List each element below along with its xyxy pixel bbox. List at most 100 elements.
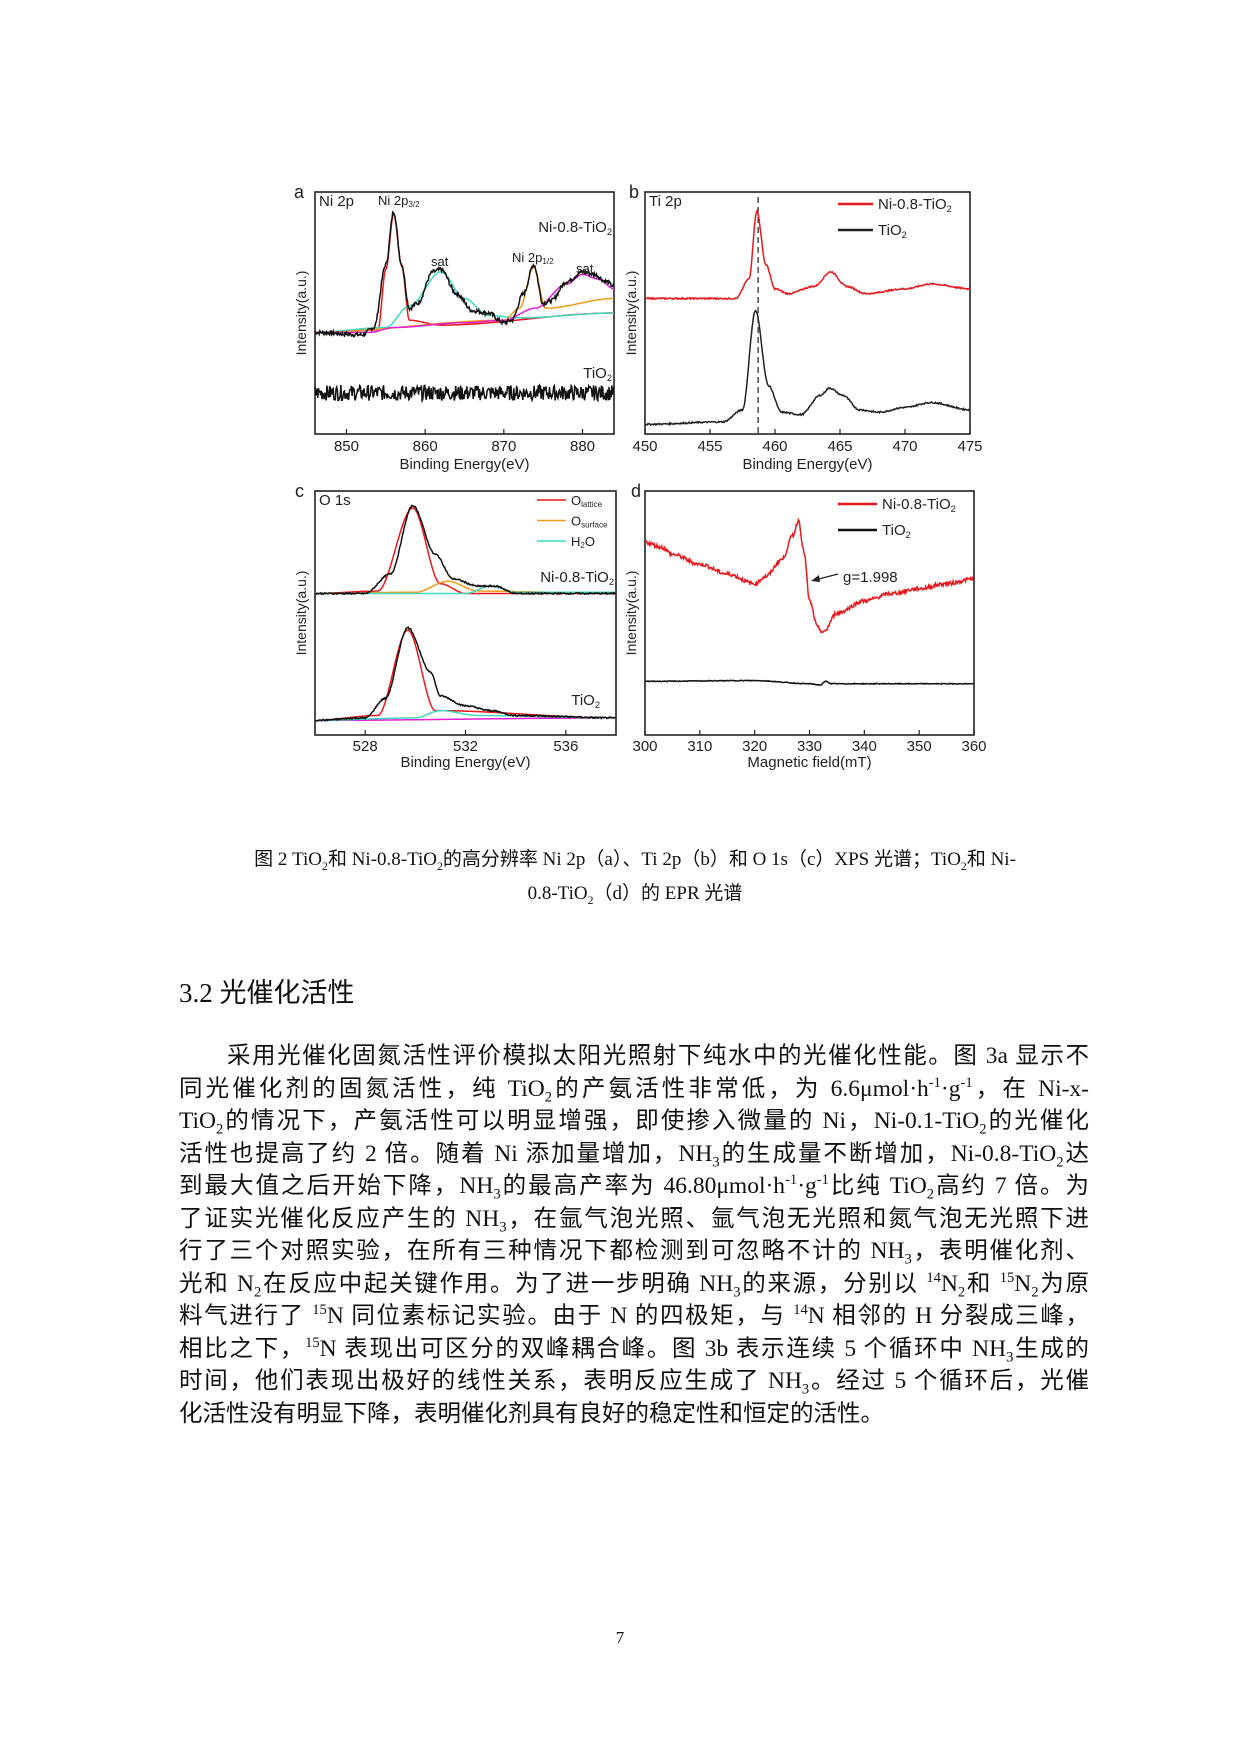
text-run: 时间，他们表现出极好的线性关系，表明反应生成了 NH <box>179 1368 802 1394</box>
text-run: sat <box>576 261 594 276</box>
text-run: 为原 <box>1038 1270 1089 1297</box>
text-line: 化活性没有明显下降，表明催化剂具有良好的稳定性和恒定的活性。 <box>179 1398 1089 1431</box>
annotation-label: TiO2 <box>583 365 612 383</box>
text-run: Ni 2p <box>378 193 408 208</box>
panel-letter-c: c <box>295 481 304 501</box>
annotation-label: sat <box>576 261 594 276</box>
series-line-d-0 <box>644 517 975 634</box>
text-run: g=1.998 <box>843 569 898 586</box>
annotation-label: TiO2 <box>571 692 600 710</box>
text-run: O <box>571 493 581 508</box>
subscript: 2 <box>902 230 907 240</box>
series-line-c-3 <box>314 504 616 596</box>
x-tick-label: 330 <box>797 738 822 755</box>
subscript: 2 <box>587 893 594 907</box>
legend-label: H2O <box>571 534 595 550</box>
subscript: 3 <box>733 1284 741 1301</box>
text-run: 料气进行了 <box>179 1303 313 1329</box>
subscript: 2 <box>1056 1154 1064 1171</box>
x-tick-label: 536 <box>553 738 578 755</box>
series-line-b-0 <box>644 209 971 301</box>
x-tick-label: 470 <box>892 438 917 455</box>
y-axis-label: Intensity(a.u.) <box>623 271 639 356</box>
x-tick-label: 860 <box>413 438 438 455</box>
text-line: TiO2的情况下，产氨活性可以明显增强，即使掺入微量的 Ni，Ni-0.1-Ti… <box>179 1105 1089 1138</box>
x-tick-label: 880 <box>570 438 595 455</box>
subscript: 3 <box>1006 1349 1014 1366</box>
superscript: 15 <box>305 1334 320 1351</box>
text-line: 采用光催化固氮活性评价模拟太阳光照射下纯水中的光催化性能。图 3a 显示不 <box>179 1040 1089 1073</box>
subscript: 2 <box>1031 1284 1039 1301</box>
subscript: 2 <box>957 1284 966 1301</box>
text-run: 生成的 <box>1013 1335 1090 1362</box>
text-run: 比纯 TiO <box>828 1173 927 1199</box>
text-run: 行了三个对照实验，在所有三种情况下都检测到可忽略不计的 NH <box>179 1238 905 1264</box>
text-run: O <box>571 514 581 529</box>
subscript: 2 <box>607 227 612 237</box>
text-run: ·g <box>797 1173 817 1199</box>
text-run: 的产氨活性非常低，为 6.6μmol·h <box>552 1075 929 1102</box>
text-line: 光和 N2在反应中起关键作用。为了进一步明确 NH3的来源，分别以 14N2和 … <box>179 1268 1089 1301</box>
x-tick-label: 532 <box>453 738 478 755</box>
legend-label: TiO2 <box>878 222 907 240</box>
text-run: 达 <box>1063 1140 1089 1167</box>
subscript: 3 <box>493 1186 501 1203</box>
series-line-a-2 <box>315 266 614 334</box>
text-line: 到最大值之后开始下降，NH3的最高产率为 46.80μmol·h-1·g-1比纯… <box>179 1170 1089 1203</box>
text-run: N <box>1014 1270 1032 1297</box>
text-run: ，在氩气泡光照、氩气泡无光照和氮气泡无光照下进 <box>506 1205 1090 1232</box>
x-tick-label: 360 <box>961 738 986 755</box>
subscript: 3 <box>712 1154 720 1171</box>
subscript: 2 <box>437 859 443 873</box>
text-run: N 相邻的 H 分裂成三峰， <box>807 1303 1089 1329</box>
text-run: 图 2 TiO <box>254 849 323 870</box>
text-run: O <box>585 534 595 549</box>
text-run: ，表明催化剂、 <box>911 1238 1089 1264</box>
body-paragraph: 采用光催化固氮活性评价模拟太阳光照射下纯水中的光催化性能。图 3a 显示不 同光催… <box>179 1040 1089 1430</box>
text-run: 高约 7 倍。为 <box>934 1173 1090 1199</box>
legend-label: Olattice <box>571 493 603 509</box>
x-tick-label: 320 <box>742 738 767 755</box>
x-tick-label: 850 <box>334 438 359 455</box>
annotation-label: Ni 2p1/2 <box>512 250 554 266</box>
text-line: 相比之下，15N 表现出可区分的双峰耦合峰。图 3b 表示连续 5 个循环中 N… <box>179 1333 1089 1366</box>
text-run: 的来源，分别以 <box>740 1270 927 1297</box>
x-tick-label: 460 <box>762 438 787 455</box>
superscript: -1 <box>785 1172 798 1189</box>
annotation-label: Ni-0.8-TiO2 <box>538 219 612 237</box>
text-run: H <box>571 534 580 549</box>
text-run: TiO <box>583 365 607 382</box>
text-run: 的情况下，产氨活性可以明显增强，即使掺入微量的 Ni，Ni-0.1-TiO <box>223 1108 980 1134</box>
text-run: 和 Ni- <box>966 849 1016 870</box>
page-number: 7 <box>615 1628 625 1647</box>
text-run: 和 Ni-0.8-TiO <box>327 849 438 870</box>
x-tick-label: 455 <box>697 438 722 455</box>
subscript: 3 <box>499 1219 507 1236</box>
legend-label: Osurface <box>571 514 608 530</box>
text-line: 料气进行了 15N 同位素标记实验。由于 N 的四极矩，与 14N 相邻的 H … <box>179 1300 1089 1333</box>
text-run: 同光催化剂的固氮活性，纯 TiO <box>179 1075 545 1102</box>
text-run: ·g <box>940 1075 961 1102</box>
text-run: Ni-0.8-TiO <box>538 219 607 236</box>
text-run: 到最大值之后开始下降，NH <box>179 1173 494 1199</box>
superscript: 15 <box>999 1269 1015 1286</box>
x-axis-label: Binding Energy(eV) <box>399 456 529 473</box>
text-run: 活性也提高了约 2 倍。随着 Ni 添加量增加，NH <box>179 1140 713 1167</box>
subscript: 2 <box>322 859 328 873</box>
subscript: 2 <box>595 700 600 710</box>
x-tick-label: 475 <box>957 438 982 455</box>
text-line: 活性也提高了约 2 倍。随着 Ni 添加量增加，NH3的生成量不断增加，Ni-0… <box>179 1138 1089 1171</box>
text-run: 的光催化 <box>986 1108 1089 1134</box>
annotation-label: sat <box>431 254 449 269</box>
superscript: 14 <box>793 1302 808 1319</box>
series-line-c-4 <box>315 717 616 722</box>
series-line-d-1 <box>645 679 974 687</box>
text-run: TiO <box>179 1108 217 1134</box>
panel-letter-d: d <box>631 481 641 501</box>
series-line-c-7 <box>314 626 616 722</box>
x-axis-label: Magnetic field(mT) <box>747 754 871 771</box>
x-tick-label: 870 <box>491 438 516 455</box>
text-run: TiO <box>571 692 595 709</box>
text-run: Ni-0.8-TiO <box>878 196 947 213</box>
x-tick-label: 300 <box>632 738 657 755</box>
